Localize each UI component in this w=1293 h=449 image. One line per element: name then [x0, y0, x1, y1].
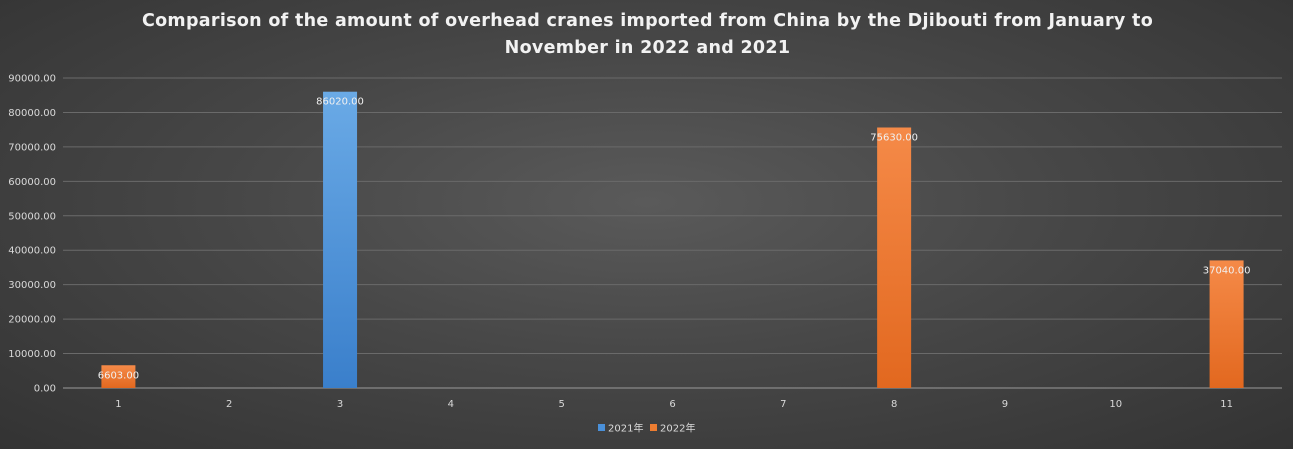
y-tick-label: 0.00 [34, 384, 56, 395]
y-tick-label: 40000.00 [8, 246, 56, 257]
data-label: 6603.00 [98, 370, 139, 381]
data-label: 37040.00 [1203, 265, 1251, 276]
x-tick-label: 5 [558, 399, 564, 410]
x-tick-label: 4 [448, 399, 454, 410]
chart-title: Comparison of the amount of overhead cra… [141, 11, 1154, 58]
y-tick-label: 20000.00 [8, 315, 56, 326]
data-label: 86020.00 [316, 97, 364, 108]
y-tick-label: 10000.00 [8, 349, 56, 360]
y-tick-label: 30000.00 [8, 280, 56, 291]
data-label: 75630.00 [870, 132, 918, 143]
y-tick-label: 60000.00 [8, 177, 56, 188]
y-tick-label: 90000.00 [8, 74, 56, 85]
legend-swatch [650, 424, 657, 431]
x-tick-label: 7 [780, 399, 786, 410]
legend-label: 2022年 [660, 422, 695, 435]
bar-series1 [323, 91, 358, 388]
y-tick-label: 80000.00 [8, 108, 56, 119]
x-tick-label: 2 [226, 399, 232, 410]
bar-series2 [877, 127, 912, 388]
x-tick-label: 10 [1109, 399, 1122, 410]
x-tick-label: 8 [891, 399, 897, 410]
bar-series2 [101, 365, 136, 388]
x-tick-label: 11 [1220, 399, 1233, 410]
data-labels: 6603.00 86020.00 75630.00 37040.00 [98, 97, 1251, 382]
y-tick-label: 50000.00 [8, 211, 56, 222]
legend-swatch [598, 424, 605, 431]
y-tick-label: 70000.00 [8, 142, 56, 153]
gridlines [63, 77, 1282, 355]
bar-series2 [1209, 260, 1244, 388]
x-tick-label: 9 [1002, 399, 1008, 410]
legend-label: 2021年 [608, 422, 643, 435]
x-axis: 1 2 3 4 5 6 7 8 9 10 11 [63, 387, 1282, 410]
x-tick-label: 6 [669, 399, 675, 410]
bars [101, 91, 1244, 388]
x-tick-label: 3 [337, 399, 343, 410]
legend: 2021年 2022年 [598, 422, 695, 435]
x-tick-label: 1 [115, 399, 121, 410]
y-axis: 0.00 10000.00 20000.00 30000.00 40000.00 5000… [8, 74, 56, 395]
